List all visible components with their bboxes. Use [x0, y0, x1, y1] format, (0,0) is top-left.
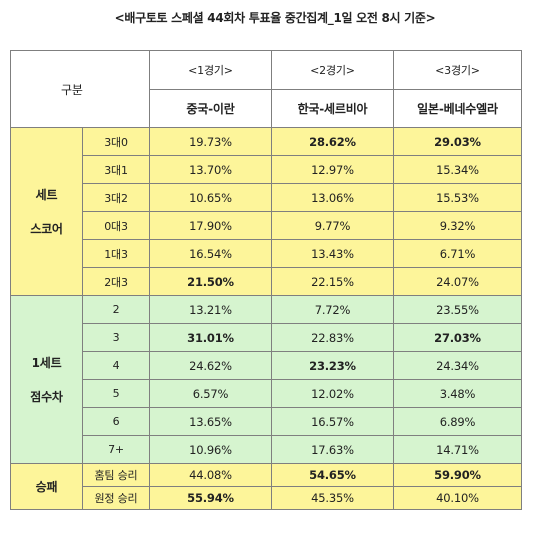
vote-rate-cell: 23.55%	[393, 295, 522, 324]
table-row: 승패 홈팀 승리 44.08% 54.65% 59.90%	[10, 463, 522, 510]
vote-rate-cell: 22.15%	[271, 267, 394, 296]
vote-rate-cell: 24.34%	[393, 351, 522, 380]
vote-rate-cell: 14.71%	[393, 435, 522, 464]
vote-rate-cell: 40.10%	[393, 486, 522, 510]
header-gubun: 구분	[10, 50, 150, 128]
vote-rate-cell: 12.02%	[271, 379, 394, 408]
vote-rate-table: 구분 <1경기> <2경기> <3경기> 중국-이란 한국-세르비아 일본-베네…	[10, 50, 522, 510]
table-row: 1대3 16.54% 13.43% 6.71%	[11, 239, 522, 268]
game-3-match: 일본-베네수엘라	[393, 89, 522, 128]
row-label: 3대2	[82, 183, 150, 212]
table-row: 0대3 17.90% 9.77% 9.32%	[11, 211, 522, 240]
row-label: 홈팀 승리	[82, 463, 150, 487]
vote-rate-cell: 13.70%	[149, 155, 272, 184]
vote-rate-cell: 17.90%	[149, 211, 272, 240]
vote-rate-cell: 7.72%	[271, 295, 394, 324]
row-label: 0대3	[82, 211, 150, 240]
row-label: 7+	[82, 435, 150, 464]
vote-rate-cell: 55.94%	[149, 486, 272, 510]
vote-rate-cell: 10.65%	[149, 183, 272, 212]
game-1-match: 중국-이란	[149, 89, 272, 128]
table-row: 세트 스코어 3대0 19.73% 28.62% 29.03%	[10, 127, 522, 296]
vote-rate-cell: 19.73%	[149, 127, 272, 156]
vote-rate-cell: 9.77%	[271, 211, 394, 240]
vote-rate-cell: 15.53%	[393, 183, 522, 212]
vote-rate-cell: 13.21%	[149, 295, 272, 324]
vote-rate-cell: 31.01%	[149, 323, 272, 352]
vote-rate-cell: 10.96%	[149, 435, 272, 464]
group-label: 승패	[10, 463, 83, 510]
vote-rate-cell: 9.32%	[393, 211, 522, 240]
vote-rate-cell: 17.63%	[271, 435, 394, 464]
row-label: 3대0	[82, 127, 150, 156]
row-label: 3대1	[82, 155, 150, 184]
row-label: 5	[82, 379, 150, 408]
table-row: 5 6.57% 12.02% 3.48%	[11, 379, 522, 408]
row-label: 6	[82, 407, 150, 436]
game-3-number: <3경기>	[393, 50, 522, 90]
row-label: 1대3	[82, 239, 150, 268]
vote-rate-cell: 21.50%	[149, 267, 272, 296]
row-label: 원정 승리	[82, 486, 150, 510]
vote-rate-cell: 24.07%	[393, 267, 522, 296]
game-2-match: 한국-세르비아	[271, 89, 394, 128]
vote-rate-cell: 44.08%	[149, 463, 272, 487]
group-label-line: 스코어	[30, 221, 63, 236]
game-2-number: <2경기>	[271, 50, 394, 90]
row-label: 3	[82, 323, 150, 352]
table-row: 2대3 21.50% 22.15% 24.07%	[11, 267, 522, 296]
vote-rate-cell: 28.62%	[271, 127, 394, 156]
group-label-line: 세트	[35, 187, 58, 202]
row-label: 2	[82, 295, 150, 324]
vote-rate-cell: 12.97%	[271, 155, 394, 184]
vote-rate-cell: 15.34%	[393, 155, 522, 184]
row-label: 2대3	[82, 267, 150, 296]
table-row: 3대2 10.65% 13.06% 15.53%	[11, 183, 522, 212]
vote-rate-cell: 23.23%	[271, 351, 394, 380]
table-row: 3대1 13.70% 12.97% 15.34%	[11, 155, 522, 184]
vote-rate-cell: 54.65%	[271, 463, 394, 487]
group-label-line: 1세트	[31, 355, 62, 370]
vote-rate-cell: 27.03%	[393, 323, 522, 352]
table-row: 7+ 10.96% 17.63% 14.71%	[11, 435, 522, 464]
vote-rate-cell: 59.90%	[393, 463, 522, 487]
table-row: 4 24.62% 23.23% 24.34%	[11, 351, 522, 380]
vote-rate-cell: 6.71%	[393, 239, 522, 268]
group-label-line: 승패	[35, 479, 58, 494]
table-row: 6 13.65% 16.57% 6.89%	[11, 407, 522, 436]
vote-rate-cell: 16.54%	[149, 239, 272, 268]
table-row: 원정 승리 55.94% 45.35% 40.10%	[11, 486, 522, 510]
vote-rate-cell: 13.06%	[271, 183, 394, 212]
group-label-line: 점수차	[30, 389, 63, 404]
table-row: 3 31.01% 22.83% 27.03%	[11, 323, 522, 352]
vote-rate-cell: 13.43%	[271, 239, 394, 268]
vote-rate-cell: 29.03%	[393, 127, 522, 156]
vote-rate-cell: 6.89%	[393, 407, 522, 436]
vote-rate-cell: 24.62%	[149, 351, 272, 380]
page-title: <배구토토 스페셜 44회차 투표율 중간집계_1일 오전 8시 기준>	[114, 11, 436, 25]
vote-rate-cell: 13.65%	[149, 407, 272, 436]
game-1-number: <1경기>	[149, 50, 272, 90]
row-label: 4	[82, 351, 150, 380]
vote-rate-cell: 16.57%	[271, 407, 394, 436]
table-row: 1세트 점수차 2 13.21% 7.72% 23.55%	[10, 295, 522, 464]
vote-rate-cell: 6.57%	[149, 379, 272, 408]
vote-rate-cell: 22.83%	[271, 323, 394, 352]
vote-rate-cell: 3.48%	[393, 379, 522, 408]
vote-rate-cell: 45.35%	[271, 486, 394, 510]
